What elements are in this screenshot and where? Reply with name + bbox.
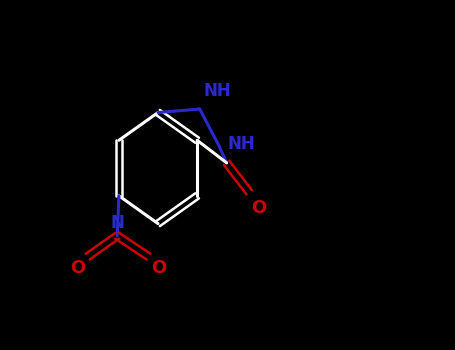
Text: O: O (251, 198, 266, 217)
Text: NH: NH (228, 135, 255, 153)
Text: O: O (151, 259, 167, 277)
Text: NH: NH (203, 82, 231, 100)
Text: N: N (110, 214, 124, 232)
Text: O: O (70, 259, 85, 277)
